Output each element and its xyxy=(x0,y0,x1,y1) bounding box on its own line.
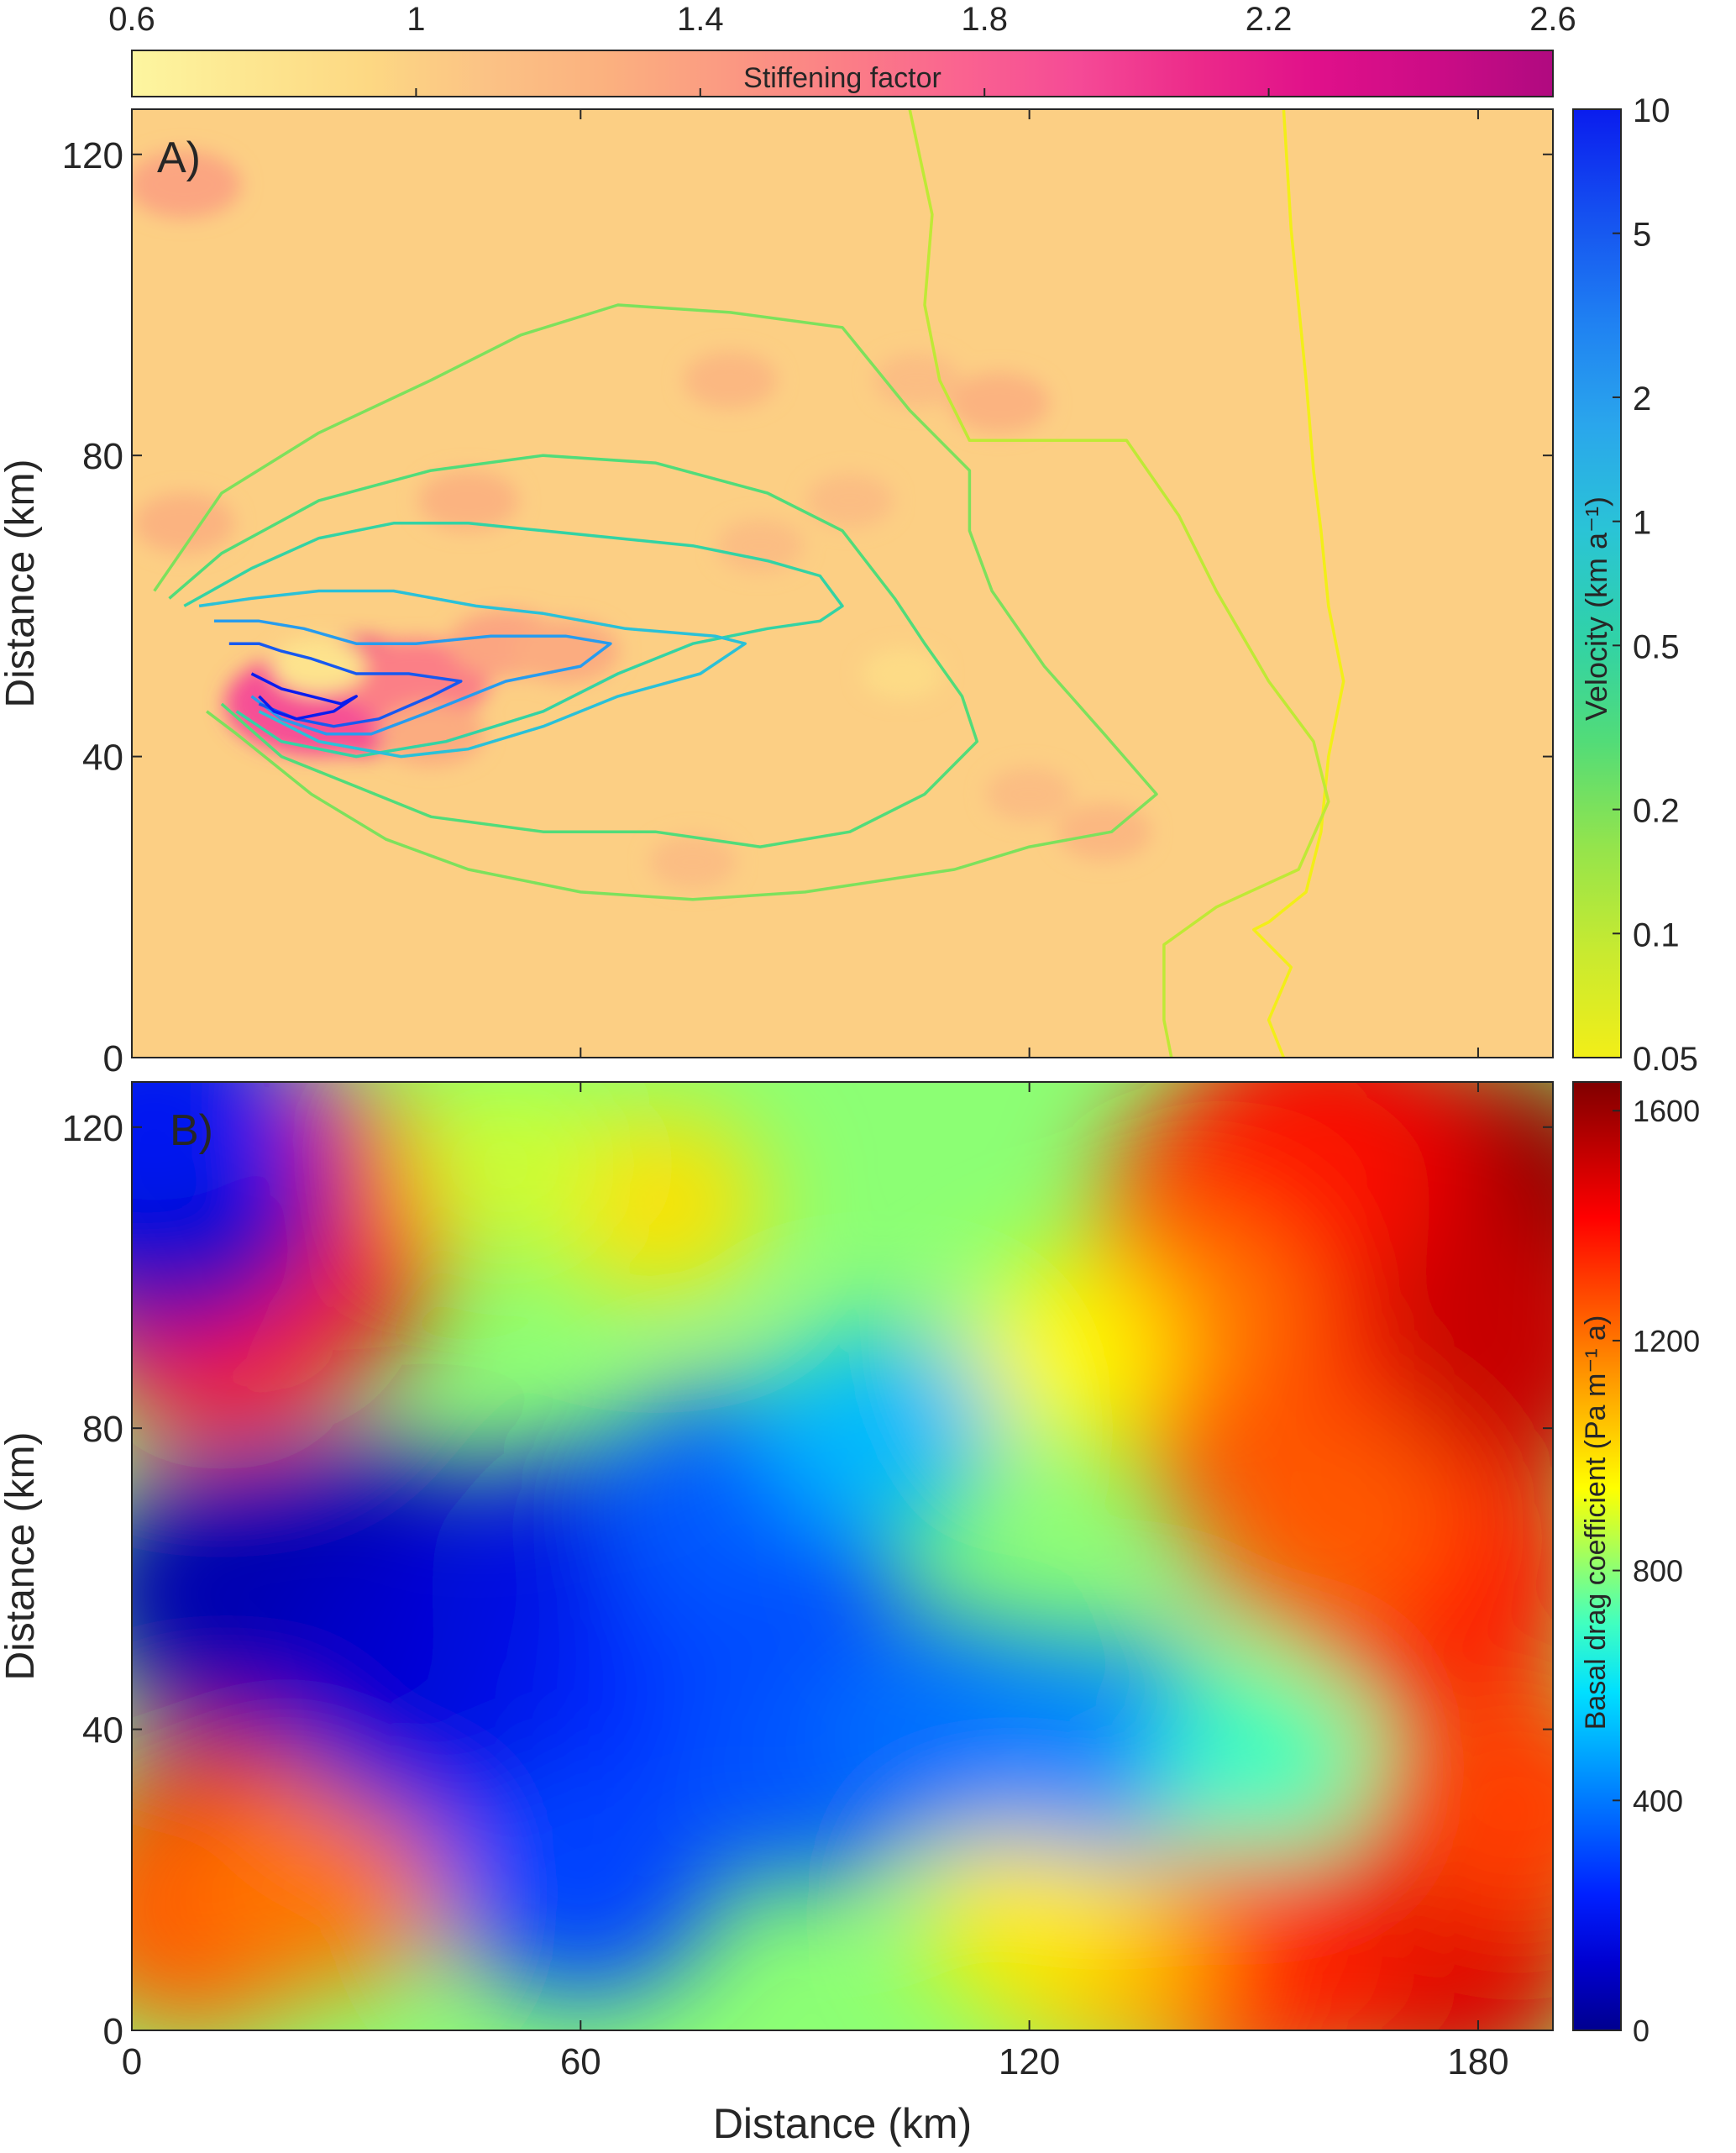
stiffening-tick-label: 1 xyxy=(406,1,425,38)
velocity-contour xyxy=(198,589,747,759)
panel-b-x-ticks: 0 60 120 180 xyxy=(122,1082,1509,2082)
panel-b-frame xyxy=(131,1081,1554,2031)
drag-colorbar-label: Basal drag coefficient (Pa m⁻¹ a) xyxy=(1580,1315,1612,1730)
panel-a: 0 40 80 120 A) Distance (km) xyxy=(0,108,1554,1079)
velocity-contour xyxy=(183,522,844,759)
panel-b: 0 40 80 120 0 60 120 180 B) Distance (km) Dist… xyxy=(0,1081,1554,2147)
velocity-colorbar-ticks: 0.05 0.1 0.2 0.5 1 2 5 10 xyxy=(1613,92,1698,1078)
stiffening-patch xyxy=(805,473,894,528)
velocity-tick-label: 0.05 xyxy=(1633,1041,1698,1078)
velocity-tick-label: 1 xyxy=(1633,505,1651,542)
x-tick-label: 60 xyxy=(560,2041,601,2082)
velocity-tick-label: 0.5 xyxy=(1633,628,1680,665)
velocity-colorbar: 0.05 0.1 0.2 0.5 1 2 5 10 Velocity (km a⁻¹) xyxy=(1572,92,1698,1078)
velocity-contour xyxy=(228,642,463,728)
velocity-tick-label: 2 xyxy=(1633,381,1651,417)
drag-tick-label: 1200 xyxy=(1633,1324,1700,1358)
stiffening-colorbar-ticks: 0.6 1 1.4 1.8 2.2 2.6 xyxy=(108,1,1576,97)
stiffening-colorbar-bar xyxy=(131,50,1554,97)
drag-colorbar-bar xyxy=(1572,1081,1622,2031)
panel-b-plot-area xyxy=(132,1082,1553,2030)
stiffening-tick-label: 1.4 xyxy=(677,1,724,38)
basal-drag-blob xyxy=(1193,1404,1464,1634)
velocity-contour xyxy=(153,303,1158,901)
stiffening-patch xyxy=(271,638,366,696)
x-tick-label: 0 xyxy=(122,2041,142,2082)
panel-a-frame xyxy=(131,108,1554,1058)
y-tick-label: 0 xyxy=(103,1038,123,1079)
panel-a-background xyxy=(132,109,1553,1058)
drag-tick-label: 1600 xyxy=(1633,1094,1700,1128)
y-tick-label: 40 xyxy=(82,738,123,779)
stiffening-patch xyxy=(949,372,1051,433)
stiffening-patches xyxy=(132,150,1151,890)
panel-a-ylabel: Distance (km) xyxy=(0,459,43,707)
velocity-contour xyxy=(168,454,979,848)
panel-b-ylabel: Distance (km) xyxy=(0,1431,43,1680)
stiffening-tick-label: 1.8 xyxy=(961,1,1008,38)
stiffening-tick-label: 0.6 xyxy=(108,1,155,38)
velocity-contour xyxy=(214,619,612,736)
drag-tick-label: 0 xyxy=(1633,2014,1649,2048)
basal-drag-blob xyxy=(406,1082,606,1250)
stiffening-patch xyxy=(716,518,805,573)
stiffening-tick-label: 2.6 xyxy=(1529,1,1576,38)
velocity-tick-label: 5 xyxy=(1633,217,1651,254)
basal-drag-blob xyxy=(188,1769,449,1991)
velocity-tick-label: 10 xyxy=(1633,92,1670,129)
basal-drag-blob xyxy=(1151,1680,1356,1854)
panel-a-y-ticks: 0 40 80 120 xyxy=(62,135,1553,1079)
velocity-contours xyxy=(153,109,1345,1058)
stiffening-colorbar-label: Stiffening factor xyxy=(743,62,941,94)
stiffening-patch xyxy=(985,767,1073,822)
basal-drag-blob xyxy=(920,1824,1139,2011)
panel-b-label: B) xyxy=(170,1106,213,1155)
stiffening-colorbar: 0.6 1 1.4 1.8 2.2 2.6 Stiffening factor xyxy=(108,1,1576,97)
velocity-colorbar-label: Velocity (km a⁻¹) xyxy=(1579,496,1613,721)
stiffening-patch xyxy=(511,619,620,684)
panel-a-plot-area xyxy=(132,109,1553,1058)
x-tick-label: 180 xyxy=(1447,2041,1508,2082)
y-tick-label: 120 xyxy=(62,1108,123,1149)
panel-a-label: A) xyxy=(157,134,201,182)
basal-drag-blob xyxy=(761,1326,999,1530)
velocity-contour xyxy=(250,672,358,721)
y-tick-label: 80 xyxy=(82,1409,123,1450)
basal-drag-field xyxy=(132,1082,1553,2030)
drag-colorbar: 0 400 800 1200 1600 Basal drag coefficient (… xyxy=(1572,1081,1700,2048)
velocity-contour xyxy=(908,109,1330,1058)
velocity-colorbar-bar xyxy=(1572,108,1622,1058)
drag-colorbar-ticks: 0 400 800 1200 1600 xyxy=(1613,1094,1700,2048)
stiffening-patch xyxy=(417,470,519,531)
stiffening-patch xyxy=(683,351,778,409)
y-tick-label: 40 xyxy=(82,1710,123,1751)
x-tick-label: 120 xyxy=(999,2041,1060,2082)
shared-xlabel: Distance (km) xyxy=(713,2100,972,2147)
velocity-contour xyxy=(1252,109,1345,1058)
velocity-tick-label: 0.1 xyxy=(1633,916,1680,953)
drag-tick-label: 400 xyxy=(1633,1783,1683,1818)
velocity-tick-label: 0.2 xyxy=(1633,793,1680,830)
stiffening-patch xyxy=(648,835,737,890)
panel-b-y-ticks: 0 40 80 120 xyxy=(62,1108,1553,2052)
y-tick-label: 0 xyxy=(103,2011,123,2052)
y-tick-label: 80 xyxy=(82,436,123,477)
panel-a-x-ticks xyxy=(131,109,1479,1058)
drag-tick-label: 800 xyxy=(1633,1554,1683,1588)
stiffening-patch xyxy=(132,150,242,218)
basal-drag-blob xyxy=(1376,1685,1553,1924)
stiffening-patch xyxy=(862,649,943,700)
basal-drag-blob xyxy=(441,1761,721,1999)
stiffening-patch xyxy=(134,492,235,554)
basal-drag-blob xyxy=(960,1262,1174,1444)
y-tick-label: 120 xyxy=(62,135,123,176)
basal-drag-blob xyxy=(132,1082,304,1239)
stiffening-tick-label: 2.2 xyxy=(1246,1,1293,38)
